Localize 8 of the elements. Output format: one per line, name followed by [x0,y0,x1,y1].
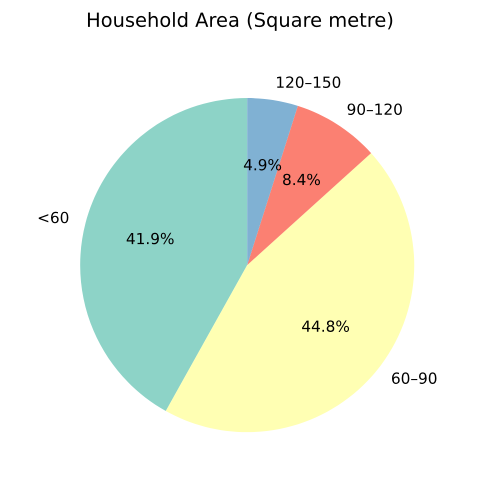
slice-label: 120–150 [277,76,340,88]
chart-title: Household Area (Square metre) [88,12,392,31]
slice-label: 90–120 [348,103,402,116]
data-label: 44.8% [302,320,350,332]
data-label: 8.4% [283,174,320,186]
slice-label: <60 [38,212,68,224]
slice-label: 60–90 [392,372,436,384]
data-label: 41.9% [126,232,174,244]
